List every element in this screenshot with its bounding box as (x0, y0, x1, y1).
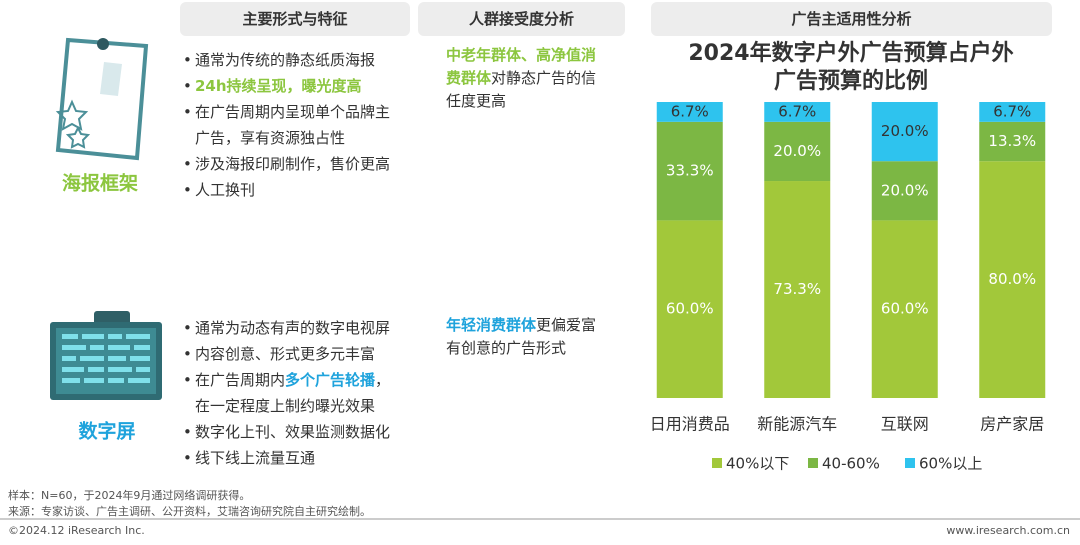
legend-swatch (712, 458, 722, 468)
bar-segment (979, 102, 1046, 122)
text: 更偏爱富有创意的广告形式 (446, 316, 597, 357)
value-label: 20.0% (881, 181, 929, 199)
highlight-text: 中老年群体、高净值消费群体 (446, 46, 597, 87)
bar-segment (656, 121, 723, 221)
bar-segment (764, 102, 831, 122)
chart-title-line: 广告预算的比例 (773, 69, 928, 94)
website: www.iresearch.com.cn (946, 524, 1070, 537)
text: 在广告周期内 (195, 371, 286, 389)
copyright: ©2024.12 iResearch Inc. (8, 524, 145, 537)
feature-list: 通常为传统的静态纸质海报 24h持续呈现，曝光度高在广告周期内呈现单个品牌主广告，… (183, 47, 398, 203)
legend-swatch (905, 458, 915, 468)
poster-icon (55, 37, 149, 161)
feature-item: 数字化上刊、效果监测数据化 (183, 419, 398, 445)
text: 内容创意、形式更多元丰富 (195, 345, 376, 363)
feature-item: 通常为传统的静态纸质海报 (183, 47, 398, 73)
highlight-text: 24h持续呈现，曝光度高 (195, 77, 362, 95)
feature-item: 人工换刊 (183, 177, 398, 203)
text: 对静态广告的信任度更高 (446, 69, 597, 110)
chart-title: 2024年数字户外广告预算占户外 广告预算的比例 (651, 40, 1051, 96)
bar-segment (764, 121, 831, 182)
value-label: 6.7% (671, 102, 709, 120)
value-label: 73.3% (773, 280, 821, 298)
feature-item: 内容创意、形式更多元丰富 (183, 341, 398, 367)
feature-item: 通常为动态有声的数字电视屏 (183, 315, 398, 341)
feature-item: 线下线上流量互通 (183, 445, 398, 471)
screen-icon (50, 311, 162, 400)
bar-segment (979, 161, 1046, 398)
feature-item: 涉及海报印刷制作，售价更高 (183, 151, 398, 177)
x-tick-label: 房产家居 (980, 415, 1044, 434)
bar-segment (979, 121, 1046, 162)
bar-segment (656, 102, 723, 122)
footnote: 来源：专家访谈、广告主调研、公开资料，艾瑞咨询研究院自主研究绘制。 (8, 505, 371, 518)
chart-title-line: 2024年数字户外广告预算占户外 (688, 41, 1014, 66)
highlight-text: 多个广告轮播 (285, 371, 376, 389)
text: 涉及海报印刷制作，售价更高 (195, 155, 391, 173)
feature-item: 24h持续呈现，曝光度高 (183, 73, 398, 99)
text: 通常为传统的静态纸质海报 (195, 51, 376, 69)
value-label: 13.3% (988, 132, 1036, 150)
text: 线下线上流量互通 (195, 449, 316, 467)
header: 主要形式与特征 (180, 2, 410, 36)
header: 广告主适用性分析 (651, 2, 1052, 36)
text: 人工换刊 (195, 181, 256, 199)
value-label: 60.0% (666, 300, 714, 318)
value-label: 60.0% (881, 300, 929, 318)
legend-label: 40-60% (822, 455, 880, 473)
legend-label: 40%以下 (726, 455, 789, 473)
footnote: 样本：N=60，于2024年9月通过网络调研获得。 (8, 489, 251, 502)
bar-segment (764, 181, 831, 398)
audience-text: 年轻消费群体更偏爱富有创意的广告形式 (446, 314, 602, 360)
value-label: 80.0% (988, 270, 1036, 288)
value-label: 20.0% (773, 142, 821, 160)
highlight-text: 年轻消费群体 (446, 316, 537, 334)
legend-swatch (808, 458, 818, 468)
x-tick-label: 日用消费品 (650, 415, 730, 434)
bar-segment (871, 220, 938, 398)
value-label: 20.0% (881, 122, 929, 140)
value-label: 6.7% (778, 102, 816, 120)
feature-item: 在广告周期内多个广告轮播，在一定程度上制约曝光效果 (183, 367, 398, 419)
row-label: 数字屏 (78, 420, 136, 443)
feature-item: 在广告周期内呈现单个品牌主广告，享有资源独占性 (183, 99, 398, 151)
text: ，在一定程度上制约曝光效果 (195, 371, 391, 415)
bar-segment (656, 220, 723, 398)
value-label: 6.7% (993, 102, 1031, 120)
text: 数字化上刊、效果监测数据化 (195, 423, 391, 441)
x-tick-label: 互联网 (881, 415, 929, 434)
row-label: 海报框架 (61, 172, 139, 195)
feature-list: 通常为动态有声的数字电视屏内容创意、形式更多元丰富在广告周期内多个广告轮播，在一… (183, 315, 398, 471)
x-tick-label: 新能源汽车 (757, 415, 837, 434)
value-label: 33.3% (666, 162, 714, 180)
audience-text: 中老年群体、高净值消费群体对静态广告的信任度更高 (446, 44, 602, 113)
bar-segment (871, 161, 938, 221)
text: 在广告周期内呈现单个品牌主广告，享有资源独占性 (195, 103, 391, 147)
bar-segment (871, 102, 938, 162)
text: 通常为动态有声的数字电视屏 (195, 319, 391, 337)
header: 人群接受度分析 (418, 2, 625, 36)
legend-label: 60%以上 (919, 455, 982, 473)
